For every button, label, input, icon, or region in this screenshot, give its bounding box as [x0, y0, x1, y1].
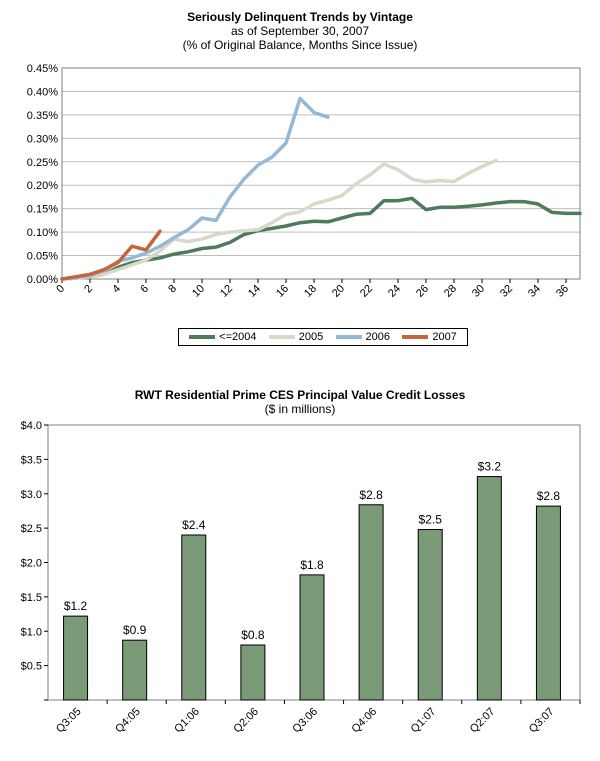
y-tick-label: $1.5 [21, 592, 42, 604]
y-tick-label: 0.05% [27, 251, 58, 263]
x-tick-label: 20 [330, 283, 347, 300]
y-tick-label: $3.5 [21, 454, 42, 466]
x-tick-label: 0 [54, 283, 67, 296]
x-tick-label: Q1:06 [172, 706, 202, 736]
x-tick-label: Q2:07 [468, 706, 498, 736]
legend-item-2006: 2006 [335, 331, 391, 343]
bar [476, 476, 502, 701]
x-tick-label: Q3:05 [54, 706, 84, 736]
bar [181, 534, 207, 701]
data-label: $2.4 [182, 518, 206, 532]
bar [122, 639, 148, 701]
x-tick-label: 28 [442, 283, 459, 300]
legend-swatch-2006 [335, 335, 362, 339]
y-tick-label: 0.00% [27, 274, 58, 286]
data-label: $0.8 [241, 628, 265, 642]
legend-label-2006: 2006 [365, 331, 391, 343]
bar [63, 615, 89, 701]
x-tick-label: 18 [302, 283, 319, 300]
credit-loss-chart: RWT Residential Prime CES Principal Valu… [0, 380, 600, 761]
data-label: $2.8 [537, 489, 561, 503]
x-tick-label: 26 [414, 283, 431, 300]
chart1-subtitle-date: as of September 30, 2007 [230, 24, 370, 38]
y-tick-label: 0.15% [27, 204, 58, 216]
x-tick-label: 16 [274, 283, 291, 300]
x-tick-label: 6 [138, 283, 151, 296]
series-line-3 [60, 229, 162, 281]
x-tick-label: Q4:05 [113, 706, 143, 736]
x-tick-label: 14 [246, 283, 263, 300]
legend-swatch-2007 [402, 335, 429, 339]
legend-label-2005: 2005 [298, 331, 324, 343]
chart2-subtitle: ($ in millions) [264, 402, 336, 416]
x-tick-label: 4 [110, 283, 123, 296]
chart2-titles: RWT Residential Prime CES Principal Valu… [0, 388, 600, 416]
y-tick-label: 0.40% [27, 86, 58, 98]
data-label: $2.5 [419, 513, 443, 527]
bar-chart-svg: $0.5 $1.0 $1.5 $2.0 $2.5 $3.0 $3.5 $4.0 $1.2 Q3:0… [21, 420, 581, 736]
y-tick-label: $4.0 [21, 420, 42, 432]
chart1-title: Seriously Delinquent Trends by Vintage [187, 10, 413, 24]
legend-swatch-2004 [189, 335, 216, 339]
data-label: $3.2 [478, 460, 502, 474]
legend-item-2007: 2007 [402, 331, 457, 343]
x-tick-label: Q4:06 [350, 706, 380, 736]
bar [417, 529, 443, 701]
y-tick-label: 0.25% [27, 157, 58, 169]
chart1-legend: <=2004 2005 2006 2007 [178, 328, 468, 346]
x-tick-label: 10 [190, 283, 207, 300]
series-line-1 [60, 158, 498, 281]
x-tick-label: 30 [470, 283, 487, 300]
y-tick-label: $3.0 [21, 489, 42, 501]
y-tick-label: $0.5 [21, 661, 42, 673]
data-label: $2.8 [359, 488, 383, 502]
plot-area [61, 67, 581, 280]
y-tick-label: 0.45% [27, 63, 58, 75]
legend-label-2004: <=2004 [219, 331, 257, 343]
y-tick-label: $1.0 [21, 626, 42, 638]
x-tick-label: Q1:07 [409, 706, 439, 736]
x-tick-label: Q2:06 [231, 706, 261, 736]
x-tick-label: 12 [218, 283, 235, 300]
y-tick-label: 0.10% [27, 227, 58, 239]
bar [358, 504, 384, 701]
legend-label-2007: 2007 [432, 331, 457, 343]
x-tick-label: 24 [386, 283, 403, 300]
legend-swatch-2005 [268, 335, 295, 339]
x-tick-label: 22 [358, 283, 375, 300]
legend-item-2004: <=2004 [189, 331, 256, 343]
y-tick-label: $2.0 [21, 558, 42, 570]
y-tick-label: $2.5 [21, 523, 42, 535]
x-tick-label: 36 [554, 283, 571, 300]
bar [240, 644, 266, 701]
x-tick-label: 32 [498, 283, 515, 300]
series-line-0 [60, 196, 582, 281]
x-tick-label: 2 [82, 283, 95, 296]
bar [299, 574, 325, 701]
data-label: $0.9 [123, 623, 147, 637]
legend-item-2005: 2005 [268, 331, 324, 343]
x-tick-label: Q3:07 [527, 706, 557, 736]
y-tick-label: 0.20% [27, 180, 58, 192]
x-tick-label: 8 [166, 283, 179, 296]
chart1-titles: Seriously Delinquent Trends by Vintage a… [0, 10, 600, 52]
chart2-title: RWT Residential Prime CES Principal Valu… [134, 388, 466, 402]
chart1-subtitle-units: (% of Original Balance, Months Since Iss… [182, 38, 418, 52]
y-tick-label: 0.35% [27, 110, 58, 122]
data-label: $1.2 [64, 599, 88, 613]
x-tick-label: Q3:06 [290, 706, 320, 736]
bar [535, 505, 561, 701]
y-tick-label: 0.30% [27, 133, 58, 145]
data-label: $1.8 [300, 558, 324, 572]
x-tick-label: 34 [526, 283, 543, 300]
delinquency-chart: Seriously Delinquent Trends by Vintage a… [0, 0, 600, 360]
line-chart-svg: 0.00% 0.05% 0.10% 0.15% 0.20% 0.25% 0.30% 0.35%… [27, 63, 582, 300]
